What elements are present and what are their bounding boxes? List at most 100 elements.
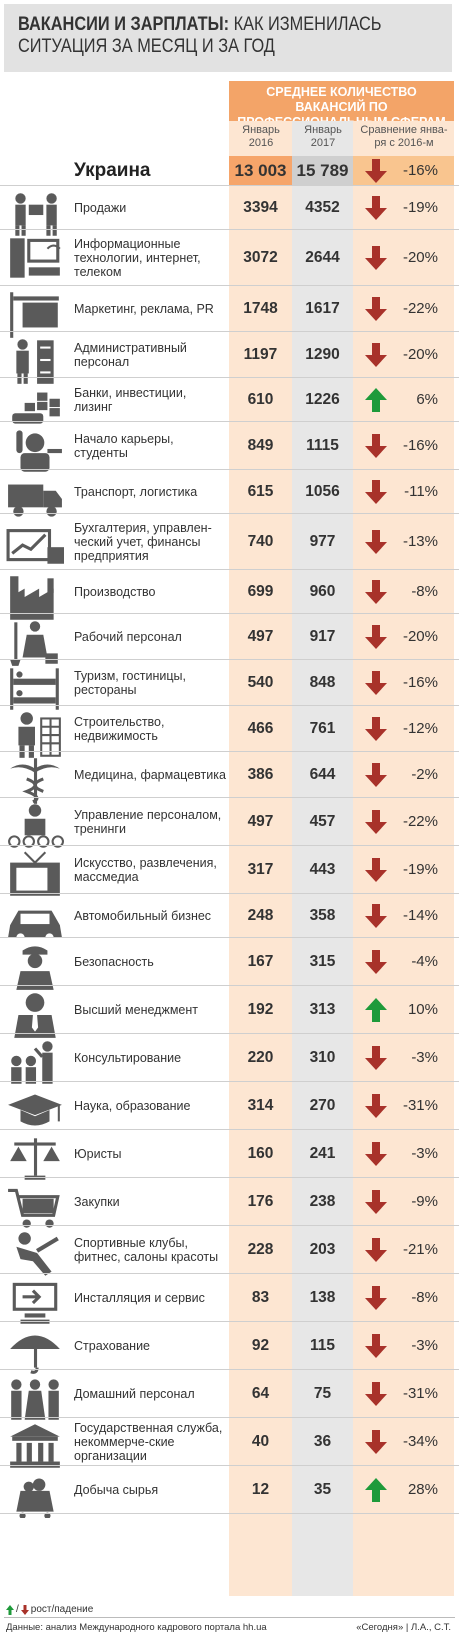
jan2017-cell: 443 — [292, 846, 353, 893]
down-arrow-icon — [365, 245, 387, 270]
jan2017-value: 238 — [309, 1192, 336, 1210]
manager-icon — [6, 990, 64, 1038]
jan2017-cell: 1617 — [292, 286, 353, 331]
jan2017-cell: 917 — [292, 614, 353, 659]
table-row: Домашний персонал 64 75 -31% — [0, 1370, 459, 1420]
row-label: Спортивные клубы, фитнес, салоны красоты — [74, 1235, 219, 1264]
jan2017-value: 75 — [313, 1384, 332, 1402]
row-divider — [0, 1177, 459, 1178]
jan2017-cell: 36 — [292, 1418, 353, 1465]
jan2016-cell: 1197 — [229, 332, 292, 377]
household-icon — [6, 1374, 64, 1420]
down-arrow-icon — [365, 1381, 387, 1406]
jan2016-value: 466 — [247, 719, 274, 737]
row-label: Безопасность — [74, 954, 154, 969]
caduceus-icon — [6, 756, 64, 804]
change-cell: -34% — [353, 1418, 454, 1465]
jan2016-value: 167 — [247, 952, 274, 970]
table-row: Добыча сырья 12 35 28% — [0, 1466, 459, 1519]
column-bg-jan2017 — [292, 121, 353, 1596]
row-label: Медицина, фармацевтика — [74, 767, 226, 782]
jan2017-cell: 75 — [292, 1370, 353, 1417]
jan2017-cell: 35 — [292, 1466, 353, 1513]
jan2017-value: 315 — [309, 952, 336, 970]
change-value: -21% — [402, 1241, 438, 1258]
truck-icon — [6, 474, 64, 517]
row-label: Строительство, недвижимость — [74, 714, 165, 743]
jan2016-cell: 699 — [229, 570, 292, 613]
down-arrow-icon — [365, 296, 387, 321]
jan2017-cell: 1226 — [292, 378, 353, 421]
jan2016-value: 176 — [247, 1192, 274, 1210]
jan2016-value: 497 — [247, 812, 274, 830]
car-icon — [6, 898, 64, 942]
down-arrow-icon — [365, 762, 387, 787]
row-label: Производство — [74, 584, 156, 599]
change-value: -20% — [402, 249, 438, 266]
row-divider — [0, 377, 459, 378]
change-cell: -2% — [353, 752, 454, 797]
row-label: Страхование — [74, 1338, 151, 1353]
change-value: -14% — [402, 907, 438, 924]
down-arrow-icon — [365, 624, 387, 649]
down-arrow-icon — [365, 809, 387, 834]
jan2016-value: 3072 — [243, 248, 278, 266]
change-cell: -20% — [353, 230, 454, 285]
jan2017-value: 313 — [309, 1000, 336, 1018]
table-row: Маркетинг, реклама, PR 1748 1617 -22% — [0, 286, 459, 338]
jan2017-cell: 2644 — [292, 230, 353, 285]
jan2016-value: 220 — [247, 1048, 274, 1066]
table-row: Автомобильный бизнес 248 358 -14% — [0, 894, 459, 942]
factory-icon — [6, 574, 64, 620]
jan2016-cell: 83 — [229, 1274, 292, 1321]
change-cell: -20% — [353, 332, 454, 377]
down-arrow-icon — [365, 433, 387, 458]
row-label: Маркетинг, реклама, PR — [74, 301, 214, 316]
bunk-bed-icon — [6, 664, 64, 710]
down-arrow-icon — [365, 1045, 387, 1070]
change-cell: 6% — [353, 378, 454, 421]
jan2016-value: 610 — [247, 390, 274, 408]
table-row: Производство 699 960 -8% — [0, 570, 459, 620]
jan2017-value: 917 — [309, 627, 336, 645]
change-cell: -13% — [353, 514, 454, 569]
change-value: -20% — [402, 628, 438, 645]
jan2016-cell: 160 — [229, 1130, 292, 1177]
change-cell: -3% — [353, 1130, 454, 1177]
change-cell: 10% — [353, 986, 454, 1033]
jan2017-value: 848 — [309, 673, 336, 691]
jan2017-cell: 977 — [292, 514, 353, 569]
row-label: Искусство, развлечения, массмедиа — [74, 855, 217, 884]
jan2016-value: 615 — [247, 482, 274, 500]
down-arrow-icon — [365, 1189, 387, 1214]
table-row: Государственная служба, некоммерче-ские … — [0, 1418, 459, 1468]
change-cell: -12% — [353, 706, 454, 751]
change-value: -11% — [404, 483, 438, 500]
table-row: Бухгалтерия, управлен-ческий учет, финан… — [0, 514, 459, 570]
jan2016-cell: 3072 — [229, 230, 292, 285]
change-value: -12% — [402, 720, 438, 737]
jan2017-value: 35 — [313, 1480, 332, 1498]
graduation-cap-icon — [6, 1086, 64, 1126]
row-label: Бухгалтерия, управлен-ческий учет, финан… — [74, 520, 212, 563]
row-label: Административный персонал — [74, 340, 187, 369]
jan2016-cell: 176 — [229, 1178, 292, 1225]
jan2017-value: 977 — [309, 532, 336, 550]
jan2016-cell: 386 — [229, 752, 292, 797]
jan2016-cell: 13 003 — [229, 156, 292, 185]
row-label: Банки, инвестиции, лизинг — [74, 385, 187, 414]
row-divider — [0, 1033, 459, 1034]
down-arrow-icon — [365, 1333, 387, 1358]
legend: / рост/падение — [6, 1604, 93, 1615]
down-arrow-icon — [365, 1429, 387, 1454]
column-bg-jan2016 — [229, 121, 292, 1596]
change-value: -3% — [411, 1145, 438, 1162]
row-divider — [0, 421, 459, 422]
jan2016-value: 497 — [247, 627, 274, 645]
jan2016-value: 1748 — [243, 299, 278, 317]
change-cell: -3% — [353, 1322, 454, 1369]
jan2016-cell: 92 — [229, 1322, 292, 1369]
jan2017-cell: 1290 — [292, 332, 353, 377]
down-arrow-icon — [365, 1237, 387, 1262]
jan2016-value: 317 — [247, 860, 274, 878]
